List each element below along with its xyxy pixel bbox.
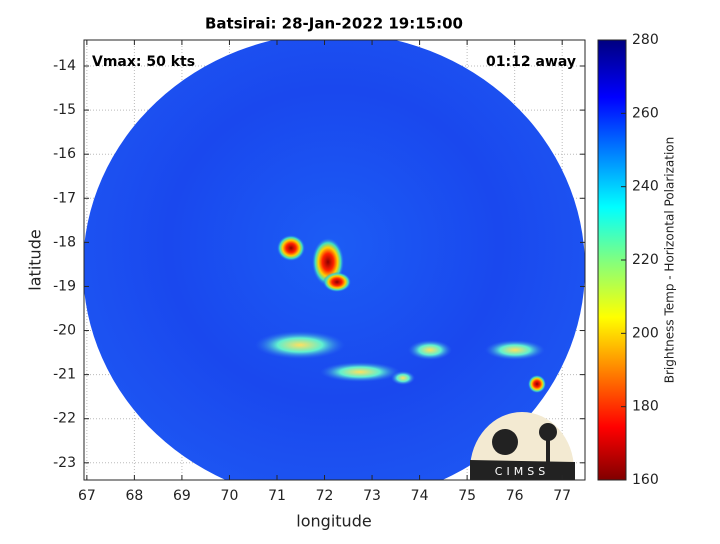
satellite-image: CIMSS: [84, 40, 585, 480]
y-tick-label: -15: [53, 102, 76, 118]
colorbar-tick-label: 220: [632, 252, 659, 268]
x-tick-label: 72: [316, 488, 334, 504]
y-axis-label: latitude: [26, 229, 45, 290]
y-tick-label: -16: [53, 146, 76, 162]
colorbar-tick-label: 240: [632, 179, 659, 195]
y-tick-label: -23: [53, 455, 76, 471]
plot-frame: [83, 39, 586, 481]
y-tick-label: -22: [53, 411, 76, 427]
cloud-band: [255, 331, 345, 359]
x-tick-label: 71: [268, 488, 286, 504]
colorbar-tick-label: 160: [632, 472, 659, 488]
cloud-band: [391, 371, 415, 385]
annotation: Vmax: 50 kts: [92, 54, 195, 70]
y-tick-label: -18: [53, 234, 76, 250]
x-tick-label: 77: [553, 488, 571, 504]
x-tick-label: 73: [363, 488, 381, 504]
x-tick-label: 74: [411, 488, 429, 504]
convection: [323, 272, 351, 292]
y-tick-label: -14: [53, 58, 76, 74]
convection: [277, 235, 305, 261]
colorbar-tick-label: 180: [632, 399, 659, 415]
chart-title: Batsirai: 28-Jan-2022 19:15:00: [205, 15, 463, 33]
x-tick-label: 67: [78, 488, 96, 504]
y-tick-label: -19: [53, 278, 76, 294]
x-tick-label: 69: [173, 488, 191, 504]
y-tick-label: -21: [53, 367, 76, 383]
y-tick-label: -17: [53, 190, 76, 206]
logo-text: CIMSS: [495, 465, 549, 478]
colorbar-tick-label: 280: [632, 32, 659, 48]
x-tick-label: 68: [125, 488, 143, 504]
x-tick-label: 70: [221, 488, 239, 504]
cimss-logo: [470, 412, 575, 480]
cloud-band: [485, 340, 545, 360]
colorbar-tick-label: 200: [632, 325, 659, 341]
cloud-band: [320, 362, 400, 382]
colorbar-label: Brightness Temp - Horizontal Polarizatio…: [663, 137, 677, 384]
x-axis-label: longitude: [296, 512, 371, 531]
cloud-band: [408, 340, 452, 360]
y-tick-label: -20: [53, 323, 76, 339]
convection: [528, 375, 546, 393]
colorbar-tick-label: 260: [632, 105, 659, 121]
x-tick-label: 75: [458, 488, 476, 504]
annotation: 01:12 away: [486, 54, 576, 70]
x-tick-label: 76: [506, 488, 524, 504]
